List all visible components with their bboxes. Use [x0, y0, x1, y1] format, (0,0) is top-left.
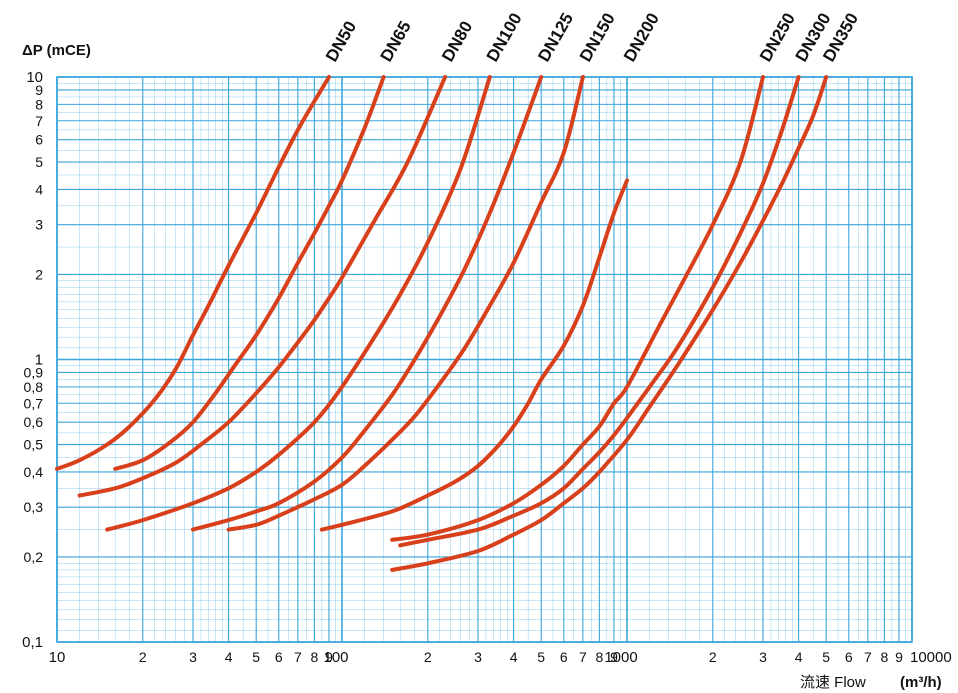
series-label-dn100: DN100	[483, 10, 526, 65]
y-tick-label: 0,9	[24, 364, 44, 380]
series-label-dn80: DN80	[438, 18, 476, 65]
grid	[56, 76, 913, 643]
x-tick-label: 9	[325, 649, 333, 665]
y-tick-label: 7	[35, 113, 43, 129]
y-tick-label: 10	[26, 69, 43, 86]
x-tick-label: 4	[225, 649, 233, 665]
x-tick-label: 9	[895, 649, 903, 665]
x-tick-label: 7	[294, 649, 302, 665]
series-line-dn150	[226, 75, 585, 532]
x-tick-label: 5	[252, 649, 260, 665]
series-line-dn300	[398, 75, 801, 548]
y-tick-label: 6	[35, 132, 43, 148]
x-tick-label: 5	[822, 649, 830, 665]
x-tick-label: 100	[323, 649, 348, 666]
x-tick-label: 5	[537, 649, 545, 665]
series-label-dn125: DN125	[534, 10, 577, 65]
y-tick-label: 1	[35, 352, 43, 369]
x-tick-label: 9	[610, 649, 618, 665]
series-line-dn100	[105, 75, 492, 532]
y-tick-label: 3	[35, 217, 43, 233]
y-tick-label: 9	[35, 82, 43, 98]
x-tick-label: 7	[864, 649, 872, 665]
series-label-dn200: DN200	[620, 10, 663, 65]
x-tick-label: 6	[845, 649, 853, 665]
series-line-dn65	[113, 75, 386, 471]
x-tick-label: 10000	[910, 649, 952, 666]
x-tick-label: 3	[189, 649, 197, 665]
x-axis-unit: (m³/h)	[900, 674, 942, 691]
x-tick-label: 2	[139, 649, 147, 665]
series-label-dn50: DN50	[322, 18, 360, 65]
series-line-dn50	[55, 75, 331, 471]
y-tick-label: 0,6	[24, 414, 44, 430]
y-tick-label: 5	[35, 154, 43, 170]
y-tick-label: 0,2	[24, 549, 44, 565]
series-lines	[55, 75, 829, 572]
x-tick-label: 3	[474, 649, 482, 665]
x-tick-label: 4	[510, 649, 518, 665]
x-tick-label: 8	[881, 649, 889, 665]
y-tick-label: 2	[35, 267, 43, 283]
x-tick-label: 6	[275, 649, 283, 665]
x-tick-label: 8	[596, 649, 604, 665]
series-label-dn65: DN65	[377, 18, 415, 65]
y-axis-title: ΔP (mCE)	[22, 42, 91, 59]
x-tick-label: 3	[759, 649, 767, 665]
y-tick-label: 0,4	[24, 464, 44, 480]
y-tick-label: 0,7	[24, 395, 44, 411]
series-line-dn200	[319, 178, 629, 532]
x-tick-label: 8	[311, 649, 319, 665]
series-line-dn125	[191, 75, 544, 532]
x-axis-title: 流速 Flow	[800, 674, 866, 691]
series-line-dn350	[390, 75, 829, 572]
x-tick-label: 2	[709, 649, 717, 665]
x-tick-label: 7	[579, 649, 587, 665]
x-tick-label: 2	[424, 649, 432, 665]
x-tick-label: 6	[560, 649, 568, 665]
y-tick-label: 0,1	[22, 634, 43, 651]
x-tick-label: 4	[795, 649, 803, 665]
series-line-dn250	[390, 75, 765, 542]
y-tick-label: 0,3	[24, 499, 44, 515]
x-tick-label: 10	[49, 649, 66, 666]
y-tick-label: 0,8	[24, 379, 44, 395]
y-tick-label: 4	[35, 181, 43, 197]
y-tick-label: 0,5	[24, 437, 44, 453]
series-line-dn80	[77, 75, 448, 498]
y-tick-label: 8	[35, 96, 43, 112]
x-tick-label: 1000	[604, 649, 637, 666]
series-label-dn150: DN150	[576, 10, 619, 65]
plot-border	[56, 76, 913, 643]
